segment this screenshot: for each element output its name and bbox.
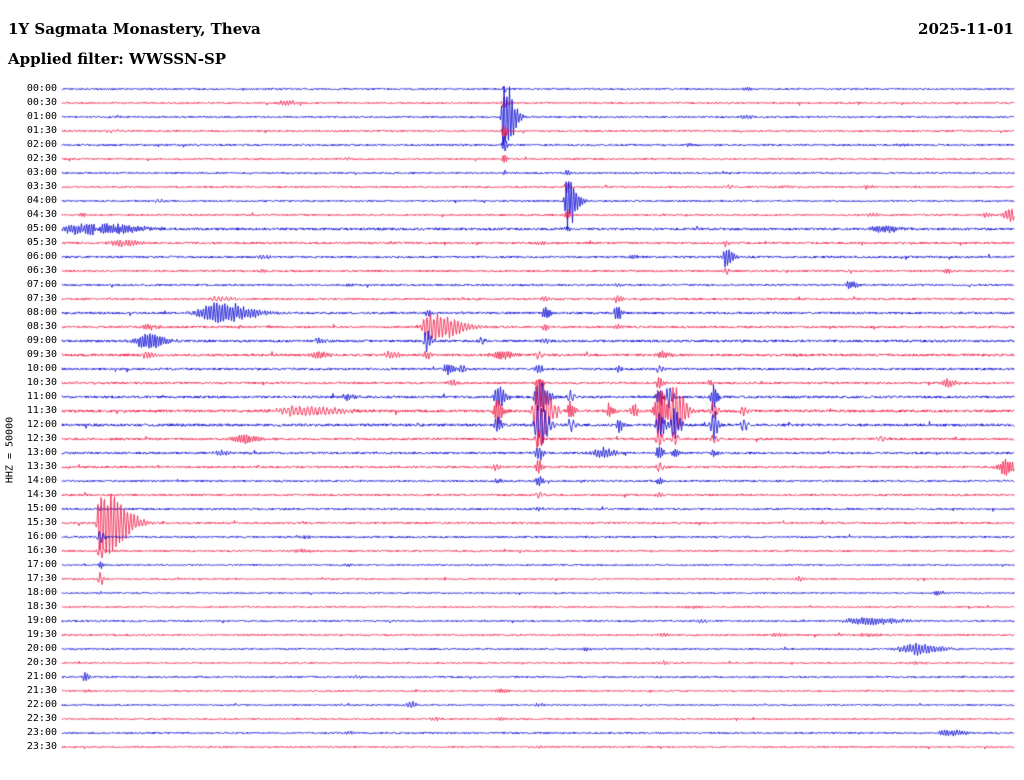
time-label: 17:30 [26, 573, 57, 584]
time-label: 18:00 [26, 587, 57, 598]
time-label: 13:30 [26, 461, 57, 472]
time-label: 06:30 [26, 265, 57, 276]
time-label: 03:00 [26, 167, 57, 178]
time-label: 18:30 [26, 601, 57, 612]
time-label: 17:00 [26, 559, 57, 570]
time-label: 14:30 [26, 489, 57, 500]
time-label: 16:30 [26, 545, 57, 556]
time-axis: 00:00 00:30 01:00 01:30 02:00 02:30 03:00 03:30… [0, 0, 60, 780]
time-label: 04:30 [26, 209, 57, 220]
time-label: 07:00 [26, 279, 57, 290]
time-label: 02:00 [26, 139, 57, 150]
applied-filter-label: Applied filter: WWSSN-SP [8, 50, 227, 68]
time-label: 22:30 [26, 713, 57, 724]
station-title: 1Y Sagmata Monastery, Theva [8, 20, 261, 38]
time-label: 13:00 [26, 447, 57, 458]
time-label: 22:00 [26, 699, 57, 710]
time-label: 09:30 [26, 349, 57, 360]
time-label: 11:00 [26, 391, 57, 402]
time-label: 15:30 [26, 517, 57, 528]
time-label: 00:00 [26, 83, 57, 94]
time-label: 11:30 [26, 405, 57, 416]
time-label: 04:00 [26, 195, 57, 206]
time-label: 01:30 [26, 125, 57, 136]
time-label: 01:00 [26, 111, 57, 122]
time-label: 10:00 [26, 363, 57, 374]
time-label: 23:00 [26, 727, 57, 738]
time-label: 05:00 [26, 223, 57, 234]
time-label: 03:30 [26, 181, 57, 192]
time-label: 19:00 [26, 615, 57, 626]
time-label: 05:30 [26, 237, 57, 248]
time-label: 15:00 [26, 503, 57, 514]
time-label: 00:30 [26, 97, 57, 108]
time-label: 07:30 [26, 293, 57, 304]
time-label: 21:00 [26, 671, 57, 682]
date-label: 2025-11-01 [918, 20, 1014, 38]
time-label: 23:30 [26, 741, 57, 752]
time-label: 14:00 [26, 475, 57, 486]
time-label: 12:00 [26, 419, 57, 430]
time-label: 20:30 [26, 657, 57, 668]
time-label: 12:30 [26, 433, 57, 444]
time-label: 16:00 [26, 531, 57, 542]
time-label: 10:30 [26, 377, 57, 388]
time-label: 08:30 [26, 321, 57, 332]
time-label: 19:30 [26, 629, 57, 640]
time-label: 20:00 [26, 643, 57, 654]
time-label: 02:30 [26, 153, 57, 164]
time-label: 08:00 [26, 307, 57, 318]
time-label: 06:00 [26, 251, 57, 262]
time-label: 21:30 [26, 685, 57, 696]
time-label: 09:00 [26, 335, 57, 346]
